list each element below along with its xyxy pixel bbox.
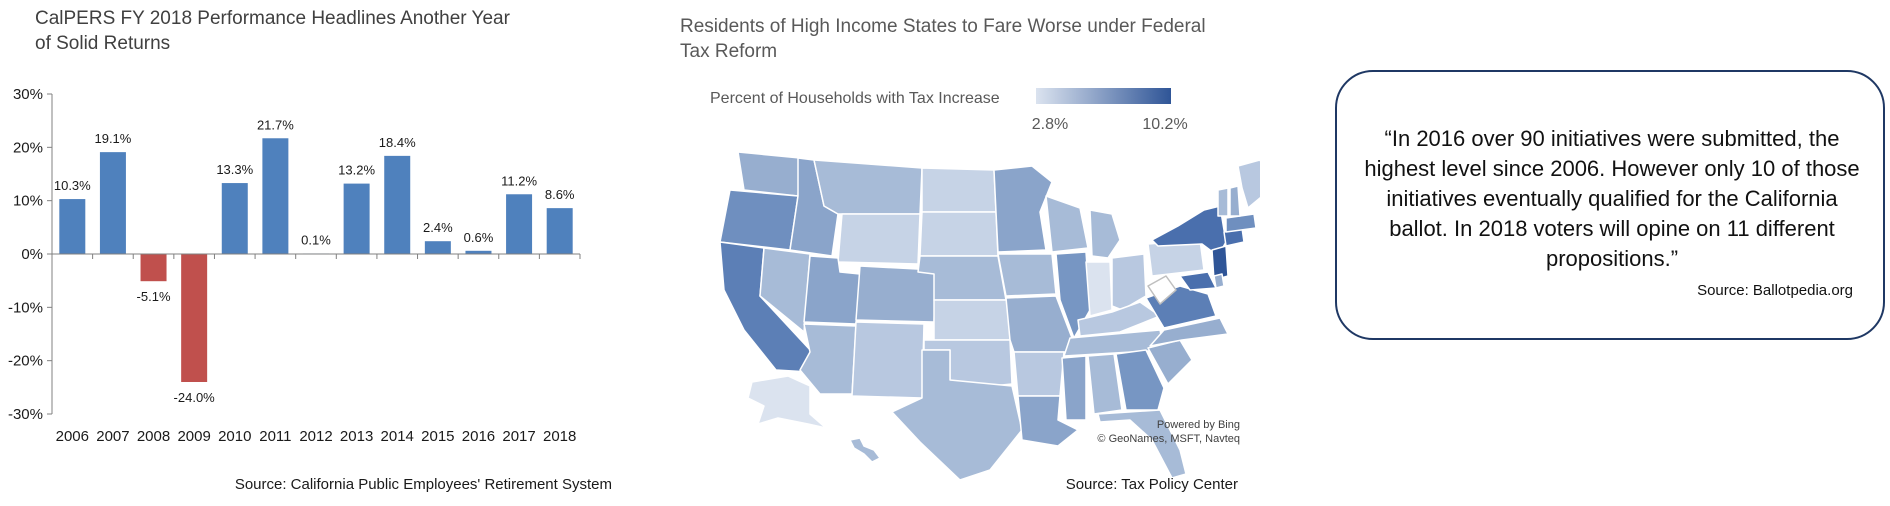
x-tick-label-2007: 2007: [96, 428, 129, 445]
quote-box: “In 2016 over 90 initiatives were submit…: [1335, 70, 1885, 340]
y-tick-label: -30%: [8, 406, 43, 423]
state-montana: [813, 159, 923, 215]
bar-chart-title: CalPERS FY 2018 Performance Headlines An…: [35, 8, 510, 54]
state-nevada: [759, 247, 811, 333]
state-indiana: [1085, 261, 1113, 317]
state-alabama: [1087, 353, 1123, 415]
state-utah: [803, 255, 861, 325]
legend-title: Percent of Households with Tax Increase: [710, 90, 1000, 107]
x-tick-label-2012: 2012: [299, 428, 332, 445]
state-new-jersey: [1211, 245, 1229, 281]
map-copyright: © GeoNames, MSFT, Navteq: [1097, 433, 1240, 445]
state-arkansas: [1013, 351, 1065, 397]
us-states: [719, 151, 1260, 481]
y-tick-label: -20%: [8, 353, 43, 370]
quote-panel: “In 2016 over 90 initiatives were submit…: [1330, 68, 1890, 348]
data-label-2017: 11.2%: [501, 173, 537, 188]
bar-2011: [262, 138, 289, 254]
bar-2013: [343, 183, 370, 254]
state-alaska: [747, 375, 827, 429]
y-tick-label: 20%: [13, 139, 43, 156]
bar-2010: [221, 183, 248, 254]
y-tick-label: -10%: [8, 299, 43, 316]
data-label-2018: 8.6%: [545, 187, 575, 202]
state-ohio: [1111, 253, 1147, 311]
state-maine: [1237, 159, 1260, 209]
data-label-2006: 10.3%: [54, 178, 91, 193]
bar-2008: [140, 254, 167, 282]
map-title: Residents of High Income States to Fare …: [680, 16, 1206, 62]
bing-attribution: Powered by Bing: [1157, 419, 1240, 431]
bar-chart-source: Source: California Public Employees' Ret…: [234, 476, 612, 493]
map-panel: Residents of High Income States to Fare …: [660, 0, 1260, 506]
bar-2016: [465, 250, 492, 254]
state-minnesota: [993, 165, 1053, 253]
x-tick-label-2006: 2006: [56, 428, 89, 445]
legend-gradient-bar: [1036, 88, 1171, 104]
bar-2014: [384, 155, 411, 254]
data-label-2007: 19.1%: [94, 131, 131, 146]
data-label-2012: 0.1%: [301, 232, 331, 247]
bar-chart-panel: CalPERS FY 2018 Performance Headlines An…: [0, 0, 640, 506]
state-new-hampshire: [1229, 185, 1241, 217]
y-tick-label: 30%: [13, 86, 43, 103]
y-tick-label: 10%: [13, 193, 43, 210]
legend-min-label: 2.8%: [1032, 116, 1068, 133]
x-tick-label-2013: 2013: [340, 428, 373, 445]
data-label-2014: 18.4%: [379, 135, 416, 150]
bar-2018: [546, 208, 573, 254]
state-washington: [737, 151, 801, 197]
map-source: Source: Tax Policy Center: [1065, 476, 1238, 493]
bar-2009: [181, 254, 208, 382]
quote-text: “In 2016 over 90 initiatives were submit…: [1364, 126, 1860, 271]
x-tick-label-2009: 2009: [177, 428, 210, 445]
x-tick-label-2017: 2017: [502, 428, 535, 445]
data-label-2015: 2.4%: [423, 220, 453, 235]
state-oregon: [719, 189, 799, 251]
state-georgia: [1115, 349, 1165, 411]
us-map: Percent of Households with Tax Increase …: [710, 88, 1260, 481]
state-louisiana: [1017, 395, 1079, 447]
state-north-carolina: [1149, 317, 1229, 347]
legend-max-label: 10.2%: [1142, 116, 1187, 133]
state-mississippi: [1061, 355, 1087, 421]
data-label-2010: 13.3%: [216, 162, 253, 177]
state-iowa: [997, 253, 1057, 297]
data-label-2016: 0.6%: [464, 230, 494, 245]
x-tick-label-2008: 2008: [137, 428, 170, 445]
state-vermont: [1217, 187, 1229, 217]
state-michigan: [1089, 209, 1121, 259]
x-tick-label-2016: 2016: [462, 428, 495, 445]
state-north-dakota: [921, 167, 997, 213]
bar-2015: [424, 241, 451, 254]
state-kansas: [933, 299, 1011, 341]
state-arizona: [799, 323, 857, 395]
state-texas: [891, 349, 1023, 481]
bar-2007: [99, 152, 126, 254]
bar-chart: 30% 20% 10% 0% -10% -20% -30% 10.3% 2006 19.1% 200…: [8, 86, 581, 445]
state-west-virginia: [1147, 275, 1177, 305]
x-tick-label-2018: 2018: [543, 428, 576, 445]
state-delaware: [1213, 273, 1225, 289]
state-hawaii: [849, 437, 881, 463]
state-massachusetts: [1225, 213, 1257, 233]
data-label-2008: -5.1%: [137, 289, 171, 304]
y-tick-label: 0%: [21, 246, 43, 263]
data-label-2009: -24.0%: [174, 390, 216, 405]
quote-source: Source: Ballotpedia.org: [1697, 282, 1853, 299]
x-tick-label-2015: 2015: [421, 428, 454, 445]
x-tick-label-2014: 2014: [381, 428, 414, 445]
state-south-dakota: [919, 211, 999, 257]
x-tick-label-2011: 2011: [259, 428, 291, 445]
data-label-2013: 13.2%: [338, 163, 375, 178]
x-tick-label-2010: 2010: [218, 428, 251, 445]
bar-2017: [506, 194, 533, 254]
state-wyoming: [837, 213, 921, 265]
state-wisconsin: [1045, 195, 1089, 253]
state-colorado: [855, 265, 937, 323]
state-new-mexico: [851, 321, 925, 399]
state-florida: [1097, 409, 1187, 479]
bar-2006: [59, 199, 86, 254]
data-label-2011: 21.7%: [257, 117, 294, 132]
